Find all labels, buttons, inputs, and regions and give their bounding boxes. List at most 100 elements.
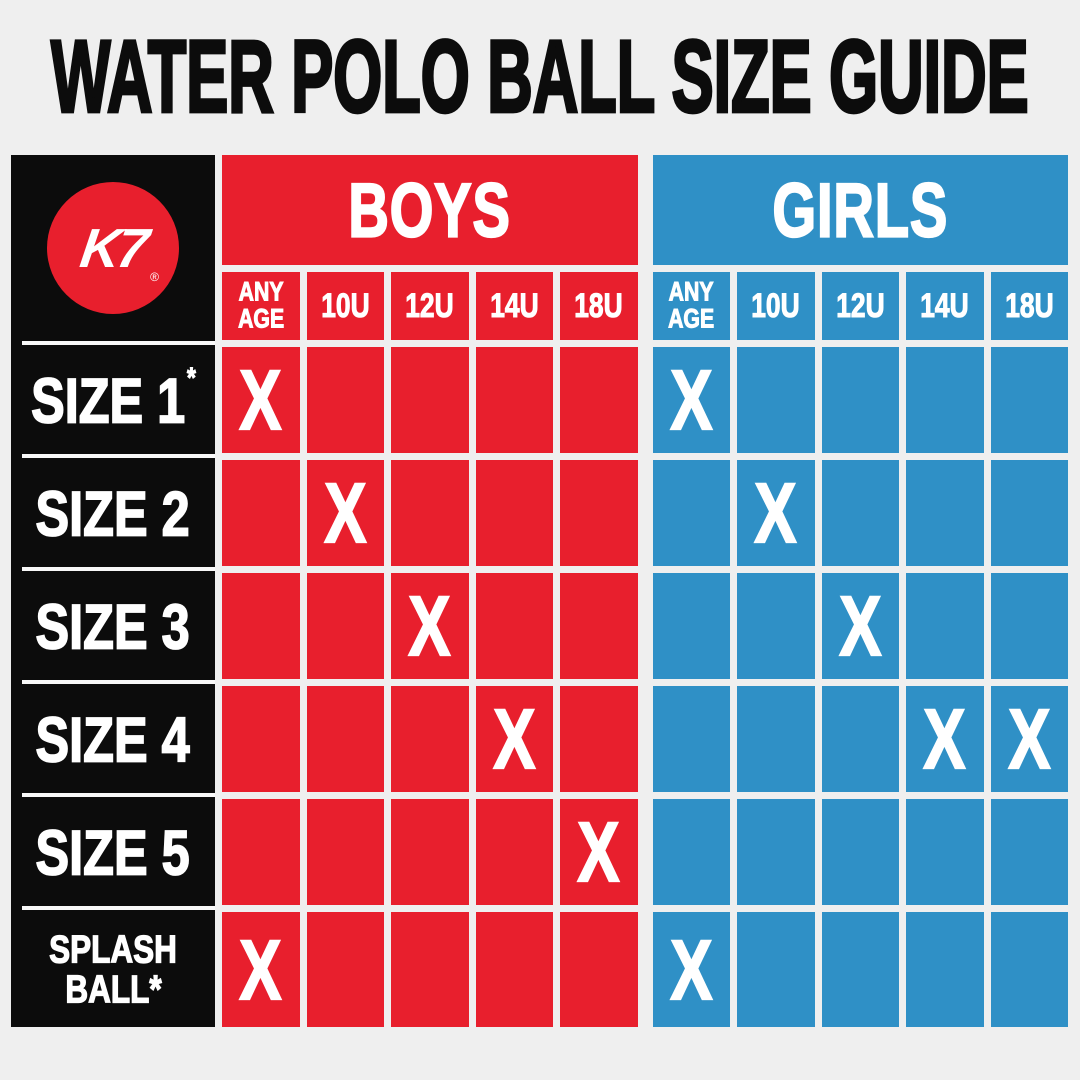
x-mark: X bbox=[669, 352, 713, 448]
empty-cell bbox=[990, 799, 1068, 905]
age-header-10u: 10U bbox=[306, 272, 384, 340]
empty-cell bbox=[821, 912, 899, 1027]
age-header-any-age: ANY AGE bbox=[652, 272, 730, 340]
x-marked-cell: X bbox=[560, 799, 638, 905]
empty-cell bbox=[906, 573, 984, 679]
x-marked-cell: X bbox=[222, 347, 300, 453]
empty-cell bbox=[306, 912, 384, 1027]
row-separator bbox=[11, 792, 215, 799]
x-marked-cell: X bbox=[652, 347, 730, 453]
empty-cell bbox=[652, 686, 730, 792]
empty-cell bbox=[222, 686, 300, 792]
x-mark: X bbox=[408, 578, 452, 674]
girls-section: GIRLS ANY AGE 10U 12U 14U 18U X X X X X X bbox=[652, 155, 1068, 1027]
empty-cell bbox=[475, 573, 553, 679]
age-header-12u: 12U bbox=[821, 272, 899, 340]
empty-cell bbox=[737, 347, 815, 453]
empty-cell bbox=[391, 799, 469, 905]
age-header-text: 14U bbox=[920, 285, 969, 326]
empty-cell bbox=[560, 912, 638, 1027]
empty-cell bbox=[990, 912, 1068, 1027]
age-header-18u: 18U bbox=[990, 272, 1068, 340]
empty-cell bbox=[391, 912, 469, 1027]
x-mark: X bbox=[669, 922, 713, 1018]
row-label-text: SIZE 2 bbox=[35, 477, 191, 549]
row-label-text: SIZE 5 bbox=[35, 816, 191, 888]
asterisk-mark: * bbox=[186, 362, 196, 394]
empty-cell bbox=[906, 799, 984, 905]
title-bar: WATER POLO BALL SIZE GUIDE bbox=[0, 0, 1080, 152]
row-separator bbox=[11, 453, 215, 460]
k7-logo-icon: K7 ® bbox=[47, 181, 179, 314]
empty-cell bbox=[652, 460, 730, 566]
empty-cell bbox=[475, 460, 553, 566]
empty-cell bbox=[821, 460, 899, 566]
x-marked-cell: X bbox=[222, 912, 300, 1027]
row-label-3: SIZE 3 bbox=[11, 573, 215, 679]
empty-cell bbox=[906, 347, 984, 453]
logo-cell: K7 ® bbox=[11, 155, 215, 340]
empty-cell bbox=[906, 460, 984, 566]
age-header-14u: 14U bbox=[475, 272, 553, 340]
age-header-line: AGE bbox=[668, 303, 715, 335]
empty-cell bbox=[821, 686, 899, 792]
x-mark: X bbox=[577, 804, 621, 900]
k7-logo-text: K7 bbox=[76, 216, 150, 279]
row-label-5: SIZE 5 bbox=[11, 799, 215, 905]
row-label-2: SIZE 2 bbox=[11, 460, 215, 566]
age-header-12u: 12U bbox=[391, 272, 469, 340]
x-mark: X bbox=[754, 465, 798, 561]
age-header-line: ANY bbox=[668, 276, 714, 308]
empty-cell bbox=[737, 573, 815, 679]
empty-cell bbox=[737, 912, 815, 1027]
row-label-line: SPLASH bbox=[49, 926, 178, 971]
empty-cell bbox=[560, 686, 638, 792]
row-label-column: K7 ® SIZE 1* SIZE 2 SIZE 3 SIZE 4 SIZE 5 SPLA… bbox=[11, 155, 215, 1027]
empty-cell bbox=[475, 912, 553, 1027]
row-separator bbox=[11, 566, 215, 573]
boys-section: BOYS ANY AGE 10U 12U 14U 18U X X X X X X bbox=[222, 155, 638, 1027]
age-header-text: ANY AGE bbox=[237, 278, 284, 333]
x-mark: X bbox=[239, 352, 283, 448]
row-separator bbox=[11, 905, 215, 912]
age-header-18u: 18U bbox=[560, 272, 638, 340]
group-title-boys: BOYS bbox=[348, 166, 511, 253]
empty-cell bbox=[990, 347, 1068, 453]
row-label-text: SIZE 4 bbox=[35, 703, 191, 775]
x-marked-cell: X bbox=[737, 460, 815, 566]
empty-cell bbox=[306, 573, 384, 679]
x-marked-cell: X bbox=[906, 686, 984, 792]
x-marked-cell: X bbox=[306, 460, 384, 566]
row-label-4: SIZE 4 bbox=[11, 686, 215, 792]
empty-cell bbox=[306, 799, 384, 905]
empty-cell bbox=[475, 347, 553, 453]
x-mark: X bbox=[1007, 691, 1051, 787]
group-title-girls: GIRLS bbox=[772, 166, 949, 253]
empty-cell bbox=[391, 460, 469, 566]
empty-cell bbox=[391, 686, 469, 792]
empty-cell bbox=[475, 799, 553, 905]
row-label-text: SIZE 3 bbox=[35, 590, 191, 662]
row-label-text: SIZE 1* bbox=[30, 362, 196, 436]
x-marked-cell: X bbox=[391, 573, 469, 679]
registered-trademark-icon: ® bbox=[150, 269, 159, 284]
x-mark: X bbox=[239, 922, 283, 1018]
age-header-text: 12U bbox=[836, 285, 885, 326]
boys-header: BOYS bbox=[222, 155, 638, 265]
age-header-text: 14U bbox=[490, 285, 539, 326]
row-label-6: SPLASH BALL* bbox=[11, 912, 215, 1027]
empty-cell bbox=[391, 347, 469, 453]
empty-cell bbox=[222, 573, 300, 679]
empty-cell bbox=[821, 799, 899, 905]
age-header-any-age: ANY AGE bbox=[222, 272, 300, 340]
age-header-text: ANY AGE bbox=[668, 276, 715, 335]
x-mark: X bbox=[838, 578, 882, 674]
age-header-10u: 10U bbox=[737, 272, 815, 340]
empty-cell bbox=[990, 460, 1068, 566]
empty-cell bbox=[306, 686, 384, 792]
girls-header: GIRLS bbox=[652, 155, 1068, 265]
empty-cell bbox=[652, 573, 730, 679]
x-marked-cell: X bbox=[990, 686, 1068, 792]
empty-cell bbox=[222, 799, 300, 905]
